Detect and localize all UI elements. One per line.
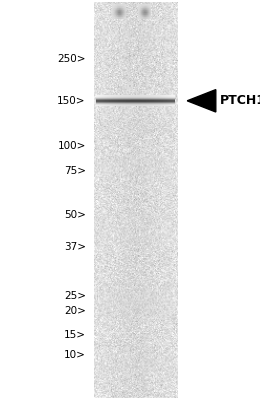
Text: 10>: 10> bbox=[64, 350, 86, 360]
Text: 50>: 50> bbox=[64, 210, 86, 220]
Polygon shape bbox=[187, 90, 216, 112]
Text: 250>: 250> bbox=[57, 54, 86, 64]
Text: PTCH1: PTCH1 bbox=[220, 94, 260, 107]
Text: 37>: 37> bbox=[64, 242, 86, 252]
Text: 75>: 75> bbox=[64, 166, 86, 176]
Text: 150>: 150> bbox=[57, 96, 86, 106]
Text: 15>: 15> bbox=[64, 330, 86, 340]
Text: 100>: 100> bbox=[57, 141, 86, 151]
Text: 25>: 25> bbox=[64, 291, 86, 301]
Text: 20>: 20> bbox=[64, 306, 86, 316]
